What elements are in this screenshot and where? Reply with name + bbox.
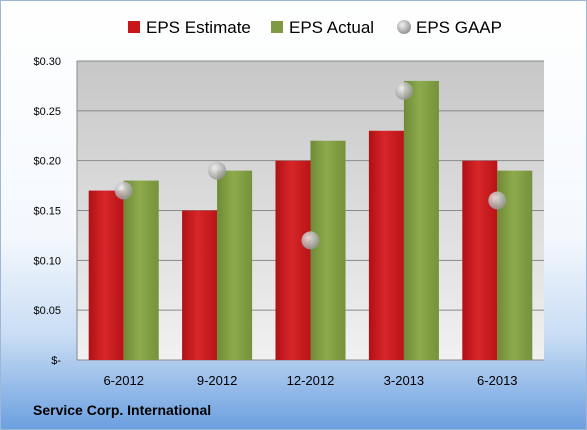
bar-eps-actual xyxy=(403,80,439,360)
bar-eps-actual xyxy=(217,170,253,360)
x-tick-label: 12-2012 xyxy=(287,373,335,388)
legend-swatch-eps-estimate xyxy=(128,21,140,33)
legend-label-eps-gaap: EPS GAAP xyxy=(416,18,502,37)
x-tick-label: 6-2012 xyxy=(103,373,143,388)
point-eps-gaap xyxy=(394,81,413,100)
point-eps-gaap xyxy=(114,181,133,200)
legend-label-eps-actual: EPS Actual xyxy=(289,18,374,37)
y-axis-ticks: $0.30 $0.25 $0.20 $0.15 $0.10 $0.05 $- xyxy=(33,56,61,367)
x-tick-label: 3-2013 xyxy=(384,373,424,388)
legend-label-eps-estimate: EPS Estimate xyxy=(146,18,251,37)
legend-swatch-eps-gaap xyxy=(397,20,411,34)
y-tick-label: $0.10 xyxy=(33,255,61,267)
y-tick-label: $0.05 xyxy=(33,305,61,317)
x-tick-label: 6-2013 xyxy=(477,373,517,388)
bar-eps-estimate xyxy=(462,160,498,360)
company-name: Service Corp. International xyxy=(33,402,211,418)
bar-eps-estimate xyxy=(368,130,404,360)
gaap-points xyxy=(114,81,507,250)
y-tick-label: $0.15 xyxy=(33,206,61,218)
point-eps-gaap xyxy=(208,161,227,180)
bar-eps-estimate xyxy=(275,160,311,360)
bar-eps-estimate xyxy=(182,210,218,360)
y-tick-label: $0.20 xyxy=(33,156,61,168)
y-tick-label: $0.30 xyxy=(33,56,61,68)
legend: EPS Estimate EPS Actual EPS GAAP xyxy=(128,18,502,37)
bar-eps-actual xyxy=(310,140,346,360)
y-tick-label: $0.25 xyxy=(33,106,61,118)
x-axis-labels: 6-2012 9-2012 12-2012 3-2013 6-2013 xyxy=(103,373,517,388)
x-tick-label: 9-2012 xyxy=(197,373,237,388)
point-eps-gaap xyxy=(301,231,320,250)
bars xyxy=(88,80,533,360)
legend-swatch-eps-actual xyxy=(271,21,283,33)
bar-eps-actual xyxy=(123,180,159,360)
y-tick-label: $- xyxy=(51,355,61,367)
point-eps-gaap xyxy=(488,191,507,210)
bar-eps-estimate xyxy=(88,190,124,360)
